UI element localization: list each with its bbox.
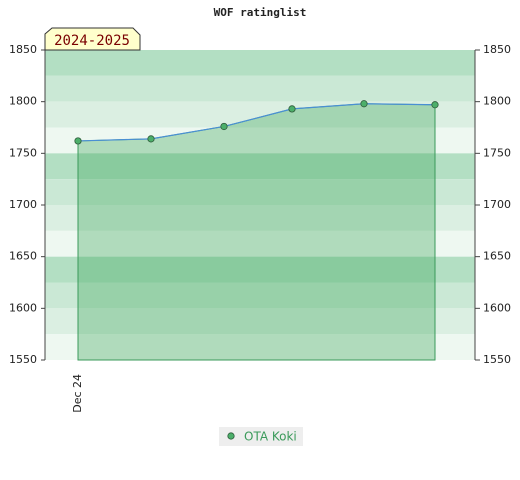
band (45, 50, 475, 76)
y2-tick-label: 1800 (483, 95, 511, 108)
y2-tick-label: 1700 (483, 198, 511, 211)
x-tick-label: Dec 24 (71, 374, 84, 413)
band (45, 256, 475, 283)
y-tick-label: 1700 (9, 198, 37, 211)
band (45, 282, 475, 309)
y2-tick-label: 1750 (483, 146, 511, 159)
point (360, 100, 368, 108)
y-tick-label: 1650 (9, 250, 37, 263)
y2-tick-label: 1550 (483, 353, 511, 366)
y-tick-label: 1550 (9, 353, 37, 366)
y-tick-label: 1800 (9, 95, 37, 108)
band (45, 230, 475, 257)
legend-box (219, 427, 303, 446)
area (77, 103, 436, 361)
band (45, 153, 475, 180)
line (77, 103, 436, 142)
legend-marker (227, 432, 235, 440)
band (45, 75, 475, 102)
band (45, 179, 475, 205)
y2-tick-label: 1650 (483, 250, 511, 263)
band (45, 205, 475, 231)
y-tick-label: 1600 (9, 301, 37, 314)
chart-title: WOF ratinglist (214, 6, 307, 19)
point (74, 137, 82, 145)
point (220, 122, 228, 131)
y2-tick-label: 1850 (483, 43, 511, 56)
band (45, 308, 475, 335)
y-tick-label: 1850 (9, 43, 37, 56)
annotation: 2024-2025 (54, 33, 130, 49)
point (431, 101, 439, 109)
band (45, 334, 475, 360)
annotation-box (44, 27, 141, 51)
y2-tick-label: 1600 (483, 301, 511, 314)
background (45, 50, 475, 360)
point (147, 135, 155, 143)
y-tick-label: 1750 (9, 146, 37, 159)
point (288, 105, 296, 113)
legend-text: OTA Koki (244, 430, 297, 444)
band (45, 101, 475, 128)
